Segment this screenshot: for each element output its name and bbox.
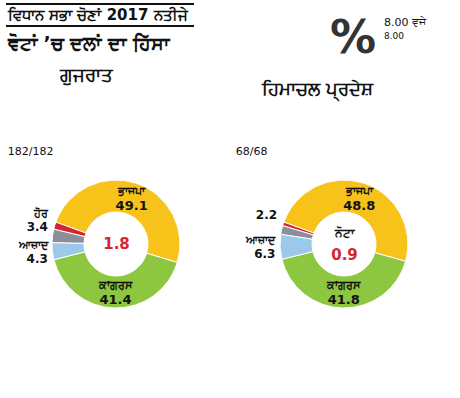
svg-text:2.2: 2.2 bbox=[256, 208, 277, 222]
svg-text:ਕਾਂਗਰਸ: ਕਾਂਗਰਸ bbox=[326, 279, 361, 292]
html-text:ਵਿਧਾਨ ਸਭਾ ਚੋਣਾਂ 2017 ਨਤੀਜੇ: ਵਿਧਾਨ ਸਭਾ ਚੋਣਾਂ 2017 ਨਤੀਜੇ bbox=[8, 6, 188, 24]
html-text:8.00 ਵਜੇ: 8.00 ਵਜੇ bbox=[384, 16, 426, 29]
svg-text:1.8: 1.8 bbox=[103, 235, 130, 253]
svg-text:ਭਾਜਪਾ: ਭਾਜਪਾ bbox=[117, 185, 146, 198]
svg-text:ਨੋਟਾ: ਨੋਟਾ bbox=[334, 225, 355, 240]
svg-text:0.9: 0.9 bbox=[331, 246, 358, 264]
svg-text:48.8: 48.8 bbox=[343, 198, 375, 213]
html-text:8.00: 8.00 bbox=[384, 31, 404, 41]
svg-text:49.1: 49.1 bbox=[116, 198, 148, 213]
svg-text:68/68: 68/68 bbox=[236, 145, 268, 158]
svg-text:6.3: 6.3 bbox=[254, 247, 275, 261]
html-text:ਹਿਮਾਚਲ ਪ੍ਰਦੇਸ਼: ਹਿਮਾਚਲ ਪ੍ਰਦੇਸ਼ bbox=[262, 78, 374, 99]
svg-text:ਕਾਂਗਰਸ: ਕਾਂਗਰਸ bbox=[98, 279, 133, 292]
svg-text:182/182: 182/182 bbox=[8, 145, 54, 158]
svg-text:41.8: 41.8 bbox=[328, 292, 360, 307]
svg-text:41.4: 41.4 bbox=[99, 292, 131, 307]
svg-text:ਆਜ਼ਾਦ: ਆਜ਼ਾਦ bbox=[245, 234, 276, 247]
svg-text:ਆਜ਼ਾਦ: ਆਜ਼ਾਦ bbox=[18, 239, 49, 252]
html-text:ਗੁਜਰਾਤ: ਗੁਜਰਾਤ bbox=[60, 64, 113, 85]
html-text:ਵੋਟਾਂ ’ਚ ਦਲਾਂ ਦਾ ਹਿੱਸਾ: ਵੋਟਾਂ ’ਚ ਦਲਾਂ ਦਾ ਹਿੱਸਾ bbox=[8, 32, 169, 54]
svg-text:4.3: 4.3 bbox=[27, 252, 48, 266]
svg-text:ਹੋਰ: ਹੋਰ bbox=[33, 206, 49, 220]
svg-text:3.4: 3.4 bbox=[27, 220, 48, 234]
svg-text:ਭਾਜਪਾ: ਭਾਜਪਾ bbox=[345, 185, 374, 198]
